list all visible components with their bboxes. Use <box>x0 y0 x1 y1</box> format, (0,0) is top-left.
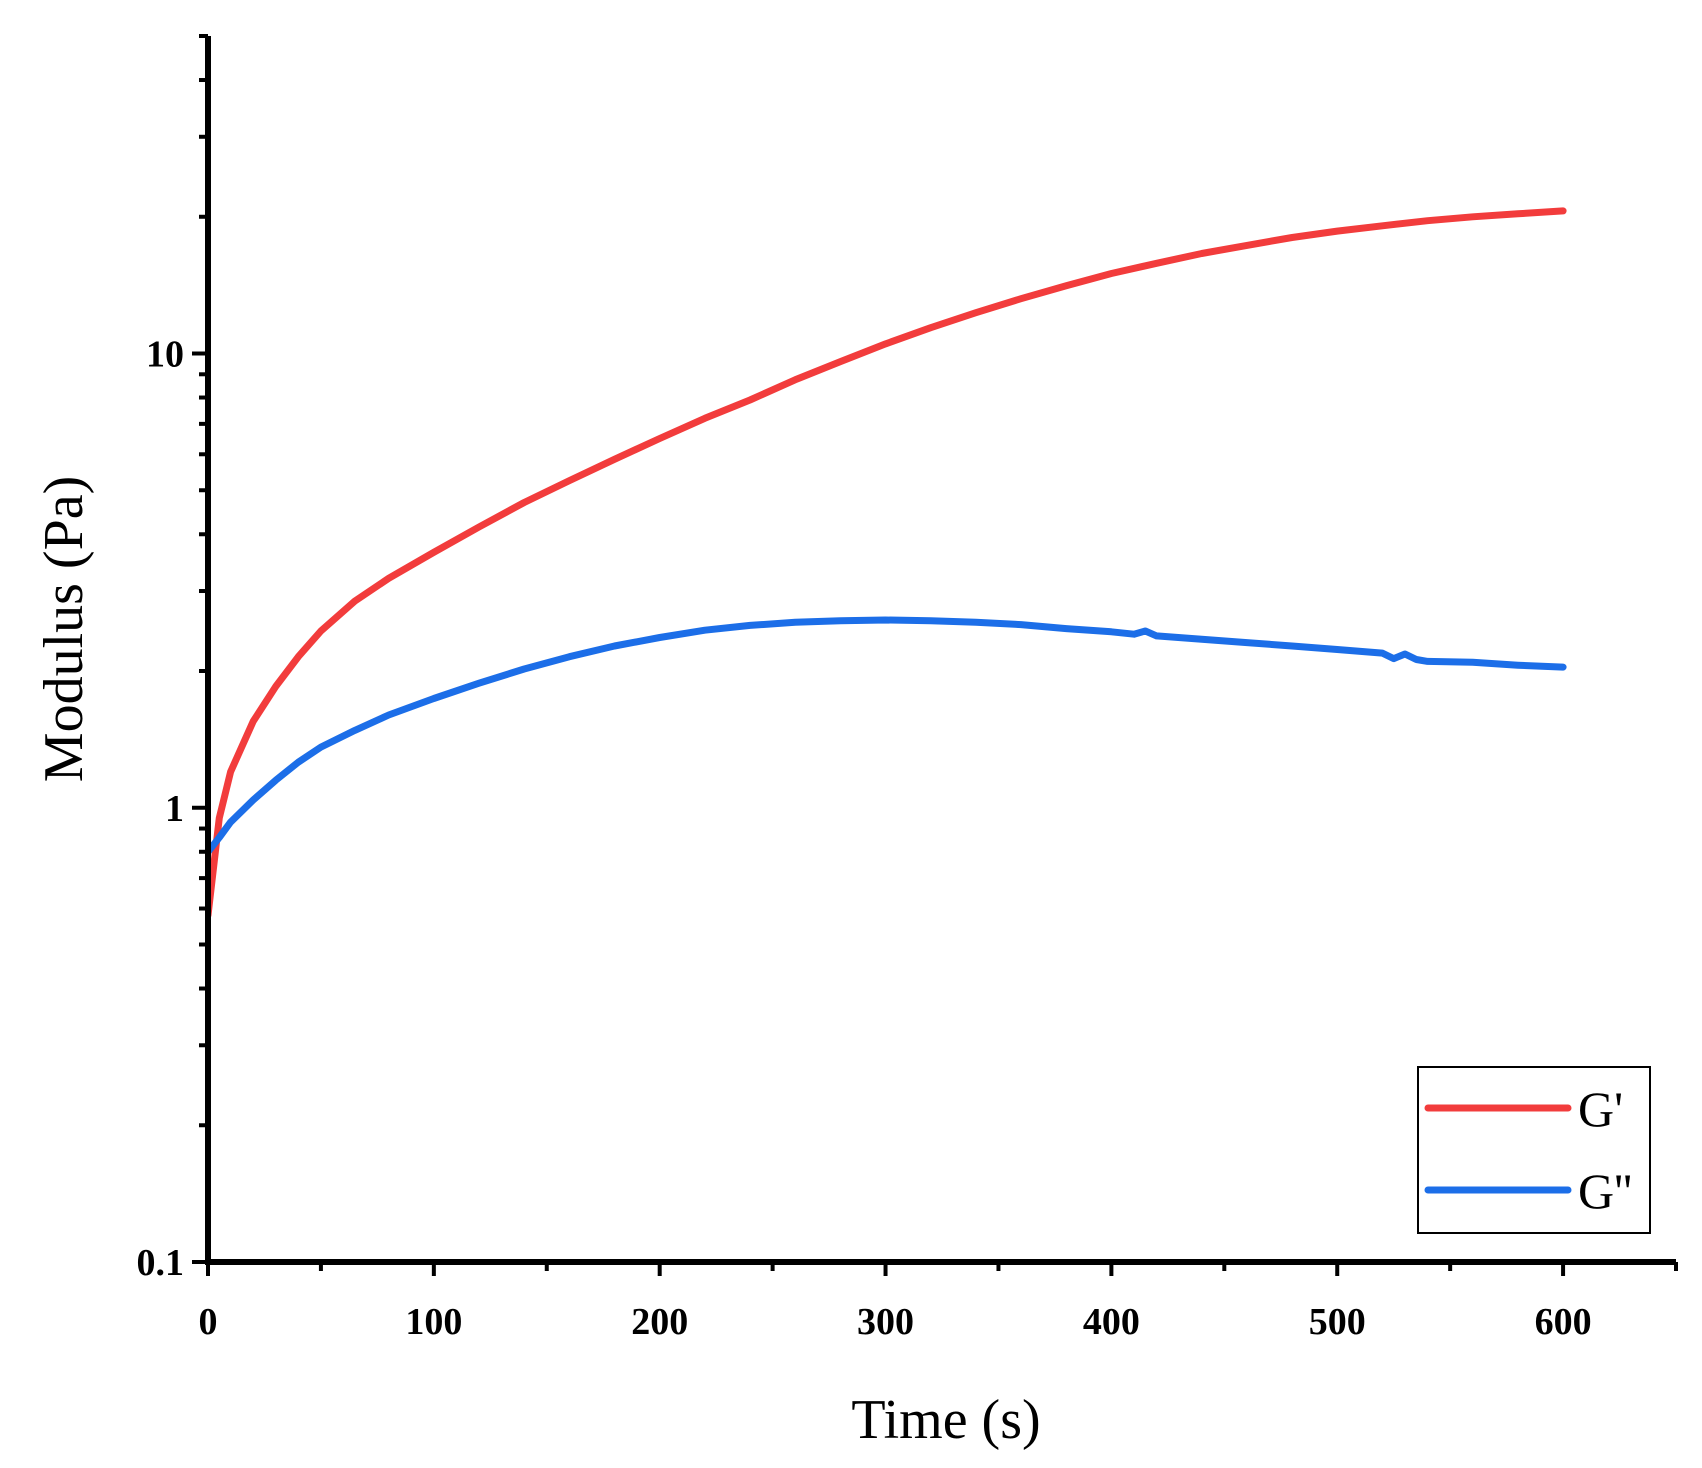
x-tick-label: 600 <box>1535 1301 1592 1343</box>
series-line-g-prime <box>206 207 1567 919</box>
series-layer <box>206 207 1567 919</box>
x-axis-title: Time (s) <box>851 1389 1040 1451</box>
axes-layer <box>205 36 1676 1265</box>
x-tick-label: 300 <box>857 1301 914 1343</box>
y-axis-title: Modulus (Pa) <box>33 476 95 782</box>
x-tick-label: 100 <box>405 1301 462 1343</box>
legend-label: G'' <box>1578 1163 1632 1219</box>
y-tick-label: 10 <box>146 334 184 376</box>
ticks-layer: 0 100 200 300 400 500 600 0.1 1 10 <box>137 34 1678 1343</box>
y-tick-label: 1 <box>165 788 184 830</box>
series-line-g-double-prime <box>206 616 1567 856</box>
x-tick-label: 200 <box>631 1301 688 1343</box>
x-tick-label: 500 <box>1309 1301 1366 1343</box>
y-tick-label: 0.1 <box>137 1242 185 1284</box>
legend: G' G'' <box>1417 1066 1651 1234</box>
x-tick-label: 400 <box>1083 1301 1140 1343</box>
legend-box <box>1417 1066 1651 1234</box>
x-tick-label: 0 <box>199 1301 218 1343</box>
legend-label: G' <box>1578 1081 1623 1137</box>
